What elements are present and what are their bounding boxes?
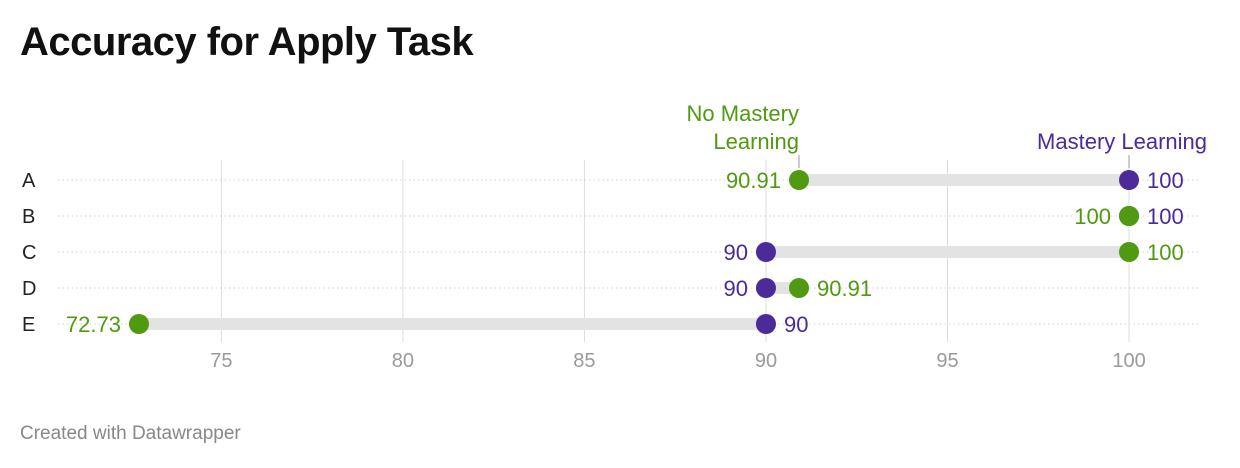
x-tick-label: 75 — [210, 350, 232, 372]
dot-mastery — [755, 278, 776, 298]
value-label-high: 100 — [1147, 240, 1184, 265]
inline-legend: No Mastery Learning Mastery Learning — [687, 101, 1207, 168]
legend-no-mastery-line1: No Mastery — [687, 101, 799, 126]
data-dots — [128, 170, 1140, 334]
x-tick-label: 85 — [573, 350, 595, 372]
dot-no-mastery — [789, 278, 809, 298]
range-bar — [799, 174, 1130, 186]
dot-mastery — [755, 242, 776, 262]
dot-no-mastery — [789, 170, 809, 190]
value-label-low: 90 — [723, 240, 747, 265]
x-tick-label: 80 — [392, 350, 414, 372]
value-label-low: 90.91 — [726, 168, 781, 193]
value-label-high: 90.91 — [817, 276, 872, 301]
row-label: A — [22, 170, 36, 192]
range-bars — [138, 174, 1130, 330]
chart-title: Accuracy for Apply Task — [20, 20, 474, 64]
dot-mastery — [755, 314, 776, 334]
footer-credit: Created with Datawrapper — [20, 423, 241, 444]
value-label-high: 90 — [784, 312, 808, 337]
range-bar — [138, 318, 766, 330]
legend-mastery: Mastery Learning — [1037, 129, 1207, 154]
x-tick-label: 95 — [936, 350, 958, 372]
value-label-low: 72.73 — [66, 312, 121, 337]
dot-no-mastery — [1119, 242, 1140, 262]
value-labels: 90.91 100 100 100 90 100 90 90.91 72.73 90 — [66, 168, 1184, 337]
value-label-mastery: 100 — [1147, 204, 1184, 229]
value-label-no-mastery: 100 — [1074, 204, 1111, 229]
row-label: E — [22, 314, 35, 336]
row-label: C — [22, 242, 36, 264]
dot-no-mastery — [1119, 206, 1140, 226]
value-label-low: 90 — [723, 276, 747, 301]
range-bar — [765, 246, 1130, 258]
row-label: B — [22, 206, 35, 228]
dot-mastery — [1119, 170, 1140, 190]
legend-no-mastery-line2: Learning — [713, 129, 799, 154]
x-tick-label: 90 — [755, 350, 777, 372]
value-label-high: 100 — [1147, 168, 1184, 193]
dot-no-mastery — [128, 314, 149, 334]
x-axis-tick-labels: 75 80 85 90 95 100 — [210, 350, 1145, 372]
x-tick-label: 100 — [1112, 350, 1145, 372]
row-label: D — [22, 278, 36, 300]
